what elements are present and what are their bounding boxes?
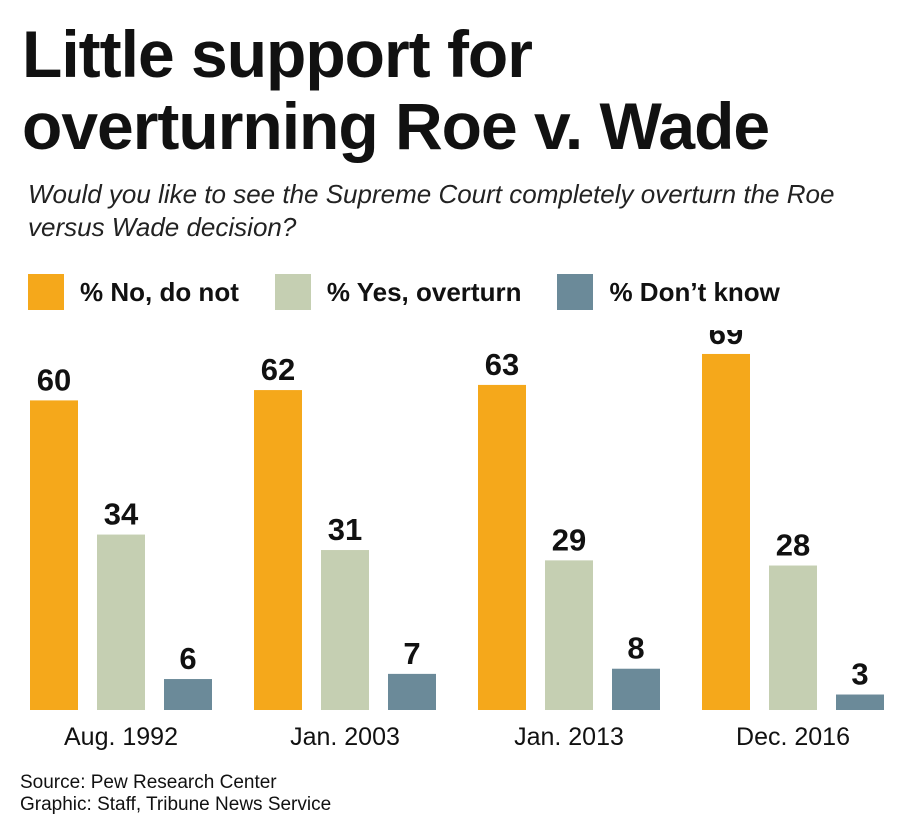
bar-yes-1 [97,534,145,710]
chart-subtitle: Would you like to see the Supreme Court … [28,179,835,242]
bar-yes-2 [321,550,369,710]
legend-item-no: % No, do not [28,274,239,310]
bar-no-4 [702,353,750,710]
bar-dont-know-1 [164,679,212,710]
credits: Source: Pew Research Center Graphic: Sta… [20,772,331,816]
bar-yes-3 [545,560,593,710]
graphic-credit-line: Graphic: Staff, Tribune News Service [20,794,332,815]
bar-yes-4 [769,565,817,710]
x-tick-label-4: Dec. 2016 [736,723,850,751]
legend-swatch-no [28,274,64,310]
data-label-no-3: 63 [485,347,519,382]
bar-no-2 [254,390,302,710]
bar-no-1 [30,400,78,710]
legend-item-dont-know: % Don’t know [557,274,780,310]
chart-title: Little support for overturning Roe v. Wa… [22,17,770,163]
data-label-dont-know-2: 7 [403,636,420,671]
legend-swatch-dont-know [557,274,594,310]
data-label-no-1: 60 [37,362,71,397]
data-label-dont-know-1: 6 [179,641,196,676]
bar-dont-know-2 [388,673,436,710]
bar-no-3 [478,384,526,710]
x-tick-label-1: Aug. 1992 [64,723,178,751]
bar-dont-know-4 [836,694,884,710]
data-label-dont-know-3: 8 [627,631,644,666]
data-label-yes-2: 31 [328,512,362,547]
source-line: Source: Pew Research Center [20,772,277,793]
legend-label-dont-know: % Don’t know [609,276,780,307]
legend-swatch-yes [274,274,311,310]
legend: % No, do not % Yes, overturn % Don’t kno… [28,272,780,312]
data-label-yes-3: 29 [552,522,586,557]
bar-dont-know-3 [612,668,660,710]
data-label-dont-know-4: 3 [851,657,868,692]
bar-chart: 60 34 6 Aug. 1992 62 31 7 Jan. 2003 63 29 8 Jan. 20… [30,330,884,751]
legend-item-yes: % Yes, overturn [274,274,522,310]
data-label-yes-1: 34 [104,497,139,532]
x-tick-label-3: Jan. 2013 [514,723,624,751]
data-label-no-4: 69 [709,330,743,351]
legend-label-yes: % Yes, overturn [326,276,522,307]
data-label-yes-4: 28 [776,528,810,563]
x-tick-label-2: Jan. 2003 [290,723,400,751]
legend-label-no: % No, do not [80,276,239,307]
data-label-no-2: 62 [261,352,295,387]
